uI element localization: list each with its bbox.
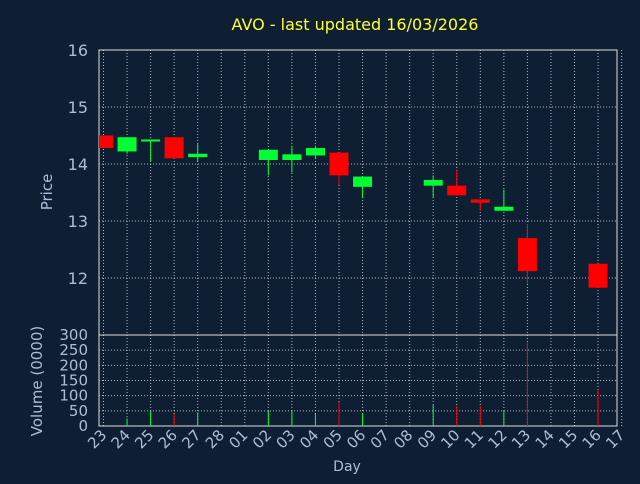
candle-body — [447, 185, 467, 196]
price-tick-label: 12 — [68, 269, 88, 288]
chart-title: AVO - last updated 16/03/2026 — [232, 15, 479, 34]
x-tick-label: 28 — [202, 426, 228, 452]
candle-body — [258, 149, 278, 161]
price-panel-frame — [98, 49, 618, 336]
x-axis-ticks: 2324252627280102030405060708091011121314… — [84, 426, 628, 452]
volume-tick-label: 0 — [78, 417, 88, 435]
x-tick-label: 03 — [272, 426, 298, 452]
volume-tick-label: 150 — [59, 372, 88, 390]
price-axis-ticks: 16 15 14 13 12 — [68, 41, 88, 288]
volume-axis-label: Volume (0000) — [28, 326, 46, 436]
x-tick-label: 06 — [343, 426, 369, 452]
candle-body — [141, 139, 161, 142]
x-tick-label: 02 — [249, 426, 275, 452]
candle-body — [117, 137, 137, 152]
x-tick-label: 27 — [178, 426, 204, 452]
price-tick-label: 16 — [68, 41, 88, 60]
x-tick-label: 08 — [390, 426, 416, 452]
candle-body — [99, 135, 113, 149]
volume-bars — [126, 342, 599, 426]
x-tick-label: 25 — [131, 426, 157, 452]
x-tick-label: 10 — [437, 426, 463, 452]
x-tick-label: 01 — [225, 426, 251, 452]
price-tick-label: 13 — [68, 212, 88, 231]
candle-body — [188, 153, 208, 158]
candles — [99, 135, 608, 288]
x-tick-label: 24 — [108, 426, 134, 452]
x-tick-label: 14 — [532, 426, 558, 452]
volume-tick-label: 100 — [59, 387, 88, 405]
price-tick-label: 14 — [68, 155, 88, 174]
volume-tick-label: 50 — [69, 402, 88, 420]
x-axis-label: Day — [333, 459, 361, 475]
x-tick-label: 12 — [484, 426, 510, 452]
x-tick-label: 09 — [414, 426, 440, 452]
volume-tick-label: 250 — [59, 341, 88, 359]
candle-body — [423, 179, 443, 186]
price-grid — [99, 50, 623, 335]
x-tick-label: 07 — [367, 426, 393, 452]
x-tick-label: 04 — [296, 426, 322, 452]
x-tick-label: 11 — [461, 426, 487, 452]
x-tick-label: 15 — [555, 426, 581, 452]
candle-body — [329, 152, 349, 176]
candle-body — [470, 199, 490, 203]
x-tick-label: 16 — [579, 426, 605, 452]
candle-body — [517, 238, 537, 272]
volume-panel-frame — [98, 334, 618, 427]
volume-tick-label: 300 — [59, 326, 88, 344]
candle-body — [164, 137, 184, 159]
volume-tick-label: 200 — [59, 356, 88, 374]
candle-body — [305, 148, 325, 156]
volume-grid — [99, 335, 623, 426]
x-tick-label: 23 — [84, 426, 110, 452]
x-tick-label: 26 — [155, 426, 181, 452]
candle-body — [353, 176, 373, 187]
price-axis-label: Price — [38, 174, 56, 211]
price-tick-label: 15 — [68, 98, 88, 117]
candle-body — [494, 206, 514, 211]
x-tick-label: 13 — [508, 426, 534, 452]
candle-body — [282, 154, 302, 161]
candle-body — [588, 263, 608, 288]
x-tick-label: 05 — [320, 426, 346, 452]
x-tick-label: 17 — [602, 426, 628, 452]
